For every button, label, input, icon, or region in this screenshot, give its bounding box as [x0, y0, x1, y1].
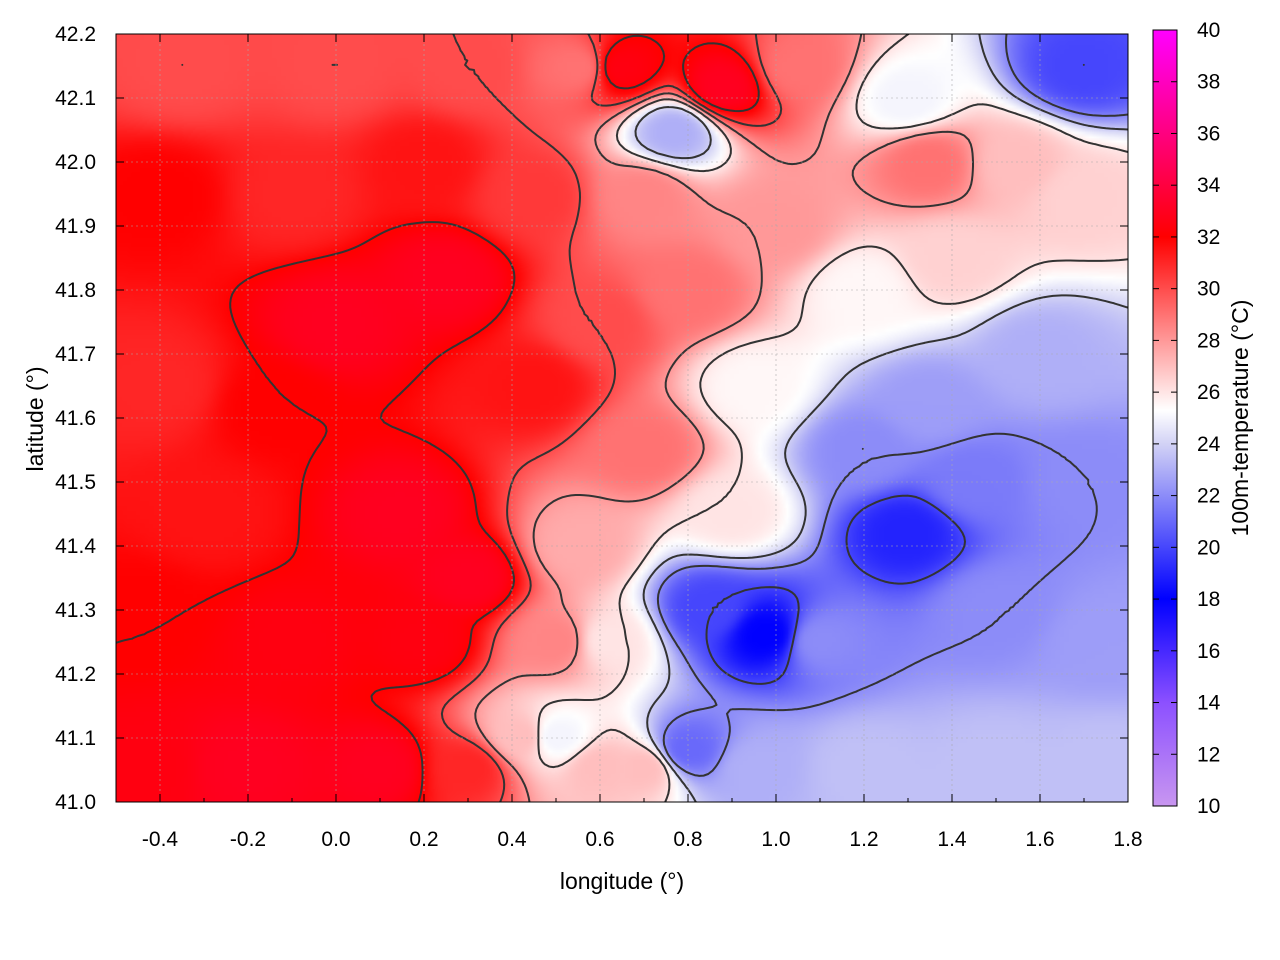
colorbar-tick-label: 36 [1197, 122, 1220, 145]
y-tick-label: 42.1 [55, 87, 96, 110]
x-tick-label: 0.6 [585, 828, 614, 851]
colorbar-tick-label: 32 [1197, 226, 1220, 249]
colorbar-tick-label: 20 [1197, 536, 1220, 559]
colorbar-tick-label: 26 [1197, 381, 1220, 404]
x-tick-label: 1.4 [937, 828, 967, 851]
colorbar-tick-label: 22 [1197, 485, 1220, 508]
colorbar-tick-label: 30 [1197, 278, 1220, 301]
x-tick-label: 1.0 [761, 828, 790, 851]
y-tick-label: 41.8 [55, 279, 96, 302]
y-tick-label: 41.5 [55, 471, 96, 494]
contour-line [116, 34, 760, 802]
y-tick-label: 41.3 [55, 599, 96, 622]
x-tick-label: 0.2 [409, 828, 438, 851]
colorbar-ticks: 10 12 14 16 18 20 22 24 26 28 30 32 34 36 38 40 [1153, 19, 1221, 818]
colorbar-tick-label: 12 [1197, 743, 1220, 766]
colorbar-tick-label: 34 [1197, 174, 1221, 197]
y-axis-title: latitude (°) [22, 366, 48, 471]
x-tick-label: 0.4 [497, 828, 527, 851]
contour-line [474, 34, 974, 802]
x-tick-label: 1.8 [1113, 828, 1142, 851]
y-axis-ticks: 41.0 41.1 41.2 41.3 41.4 41.5 41.6 41.7 41.8 41.9… [55, 23, 1128, 814]
y-tick-label: 41.0 [55, 791, 96, 814]
contour-line [634, 34, 1128, 802]
temperature-contours [116, 34, 1128, 802]
y-tick-label: 41.7 [55, 343, 96, 366]
y-tick-label: 41.2 [55, 663, 96, 686]
x-tick-label: 1.2 [849, 828, 878, 851]
colorbar-tick-label: 14 [1197, 692, 1221, 715]
colorbar-title: 100m-temperature (°C) [1227, 300, 1253, 537]
colorbar-tick-label: 40 [1197, 19, 1220, 42]
y-tick-label: 41.9 [55, 215, 96, 238]
contour-line [656, 34, 1128, 777]
y-tick-label: 41.4 [55, 535, 96, 558]
x-tick-label: 0.0 [321, 828, 350, 851]
x-tick-label: -0.4 [142, 828, 179, 851]
gridlines [116, 34, 1128, 802]
colorbar-tick-label: 38 [1197, 71, 1220, 94]
colorbar-tick-label: 10 [1197, 795, 1220, 818]
colorbar-tick-label: 16 [1197, 640, 1220, 663]
colorbar-tick-label: 18 [1197, 588, 1220, 611]
x-axis-title: longitude (°) [560, 868, 684, 894]
colorbar [1152, 29, 1178, 807]
contour-line [181, 34, 783, 802]
y-tick-label: 41.6 [55, 407, 96, 430]
contour-line [705, 63, 1085, 685]
x-tick-label: -0.2 [230, 828, 266, 851]
y-tick-label: 42.2 [55, 23, 96, 46]
x-tick-label: 1.6 [1025, 828, 1054, 851]
x-tick-label: 0.8 [673, 828, 702, 851]
colorbar-tick-label: 28 [1197, 329, 1220, 352]
y-tick-label: 42.0 [55, 151, 96, 174]
y-tick-label: 41.1 [55, 727, 96, 750]
x-axis-ticks: -0.4 -0.2 0.0 0.2 0.4 0.6 0.8 1.0 1.2 1.4 1.6 1.8 [115, 34, 1143, 851]
colorbar-tick-label: 24 [1197, 433, 1221, 456]
